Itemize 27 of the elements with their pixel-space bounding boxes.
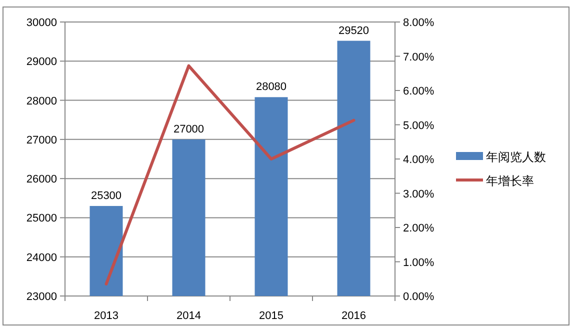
x-tick-label: 2014 (176, 310, 201, 322)
legend-label: 年阅览人数 (486, 150, 546, 164)
y-tick-label: 24000 (26, 252, 57, 264)
y2-tick-label: 7.00% (403, 51, 434, 64)
data-label: 25300 (90, 190, 122, 202)
y-tick-label: 30000 (26, 17, 57, 29)
x-tick-label: 2013 (94, 310, 118, 322)
legend-label: 年增长率 (486, 174, 534, 188)
data-label: 29520 (338, 24, 370, 37)
data-label: 28080 (256, 81, 287, 94)
y-tick-label: 23000 (26, 291, 57, 303)
y2-tick-label: 2.00% (403, 222, 434, 234)
y2-tick-label: 5.00% (403, 120, 434, 132)
y2-tick-label: 8.00% (403, 17, 434, 29)
y-tick-label: 25000 (26, 212, 57, 225)
data-label: 27000 (173, 123, 204, 136)
y-tick-label: 27000 (26, 134, 57, 146)
y-tick-label: 29000 (26, 56, 57, 68)
y-tick-label: 28000 (26, 95, 57, 108)
y2-tick-label: 6.00% (403, 86, 434, 98)
y2-tick-label: 3.00% (403, 188, 434, 200)
y2-tick-label: 0.00% (403, 291, 434, 303)
y-tick-label: 26000 (26, 174, 57, 186)
y2-tick-label: 1.00% (403, 256, 434, 269)
y2-tick-label: 4.00% (403, 154, 434, 166)
x-tick-label: 2015 (259, 310, 284, 322)
x-tick-label: 2016 (342, 310, 366, 322)
